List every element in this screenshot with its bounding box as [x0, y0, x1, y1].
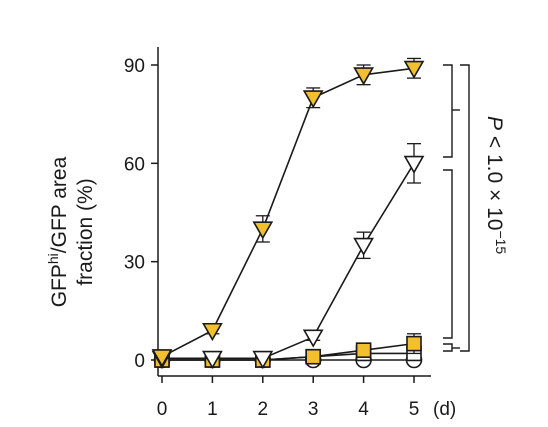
data-point-triangle: [353, 67, 374, 86]
y-tick-label: 90: [124, 56, 145, 77]
x-tick-label: 4: [358, 399, 369, 420]
bracket-inner-top: [443, 64, 453, 158]
series-line: [162, 162, 415, 360]
x-tick-label: 0: [157, 399, 168, 420]
data-point-triangle: [302, 90, 324, 109]
y-tick-label: 0: [134, 351, 145, 372]
significance-brackets: [443, 64, 470, 352]
data-point-triangle: [151, 349, 173, 368]
data-point-triangle: [403, 60, 425, 79]
x-tick-label: 5: [409, 399, 420, 420]
x-tick-label: 1: [207, 399, 218, 420]
data-point-triangle: [353, 237, 374, 256]
series-1: [151, 143, 425, 369]
series-0: [151, 57, 425, 368]
x-tick-label: 3: [308, 399, 319, 420]
p-value-label: P < 1.0 × 10−15: [483, 116, 509, 254]
series-3: [154, 345, 422, 368]
data-point-triangle: [202, 322, 223, 342]
series-line: [161, 67, 415, 358]
bracket-inner-bottom: [443, 343, 453, 352]
data-point-square: [355, 342, 372, 358]
bracket-inner-middle: [443, 169, 453, 339]
bracket-outer: [460, 64, 470, 352]
y-axis-title-line1: GFPhi/GFP area: [45, 156, 71, 307]
data-point-triangle: [302, 329, 324, 348]
data-point-square: [406, 335, 422, 352]
data-point-triangle: [252, 221, 274, 240]
y-tick-label: 30: [124, 253, 145, 274]
data-point-triangle: [403, 155, 425, 174]
y-tick-label: 60: [124, 154, 145, 175]
x-tick-label: 2: [258, 399, 269, 420]
data-point-triangle: [252, 350, 274, 369]
y-axis-title-line2: fraction (%): [74, 178, 97, 285]
data-point-square: [305, 348, 322, 365]
data-point-triangle: [202, 350, 223, 369]
x-unit-label: (d): [433, 399, 456, 420]
series-line: [162, 342, 415, 361]
